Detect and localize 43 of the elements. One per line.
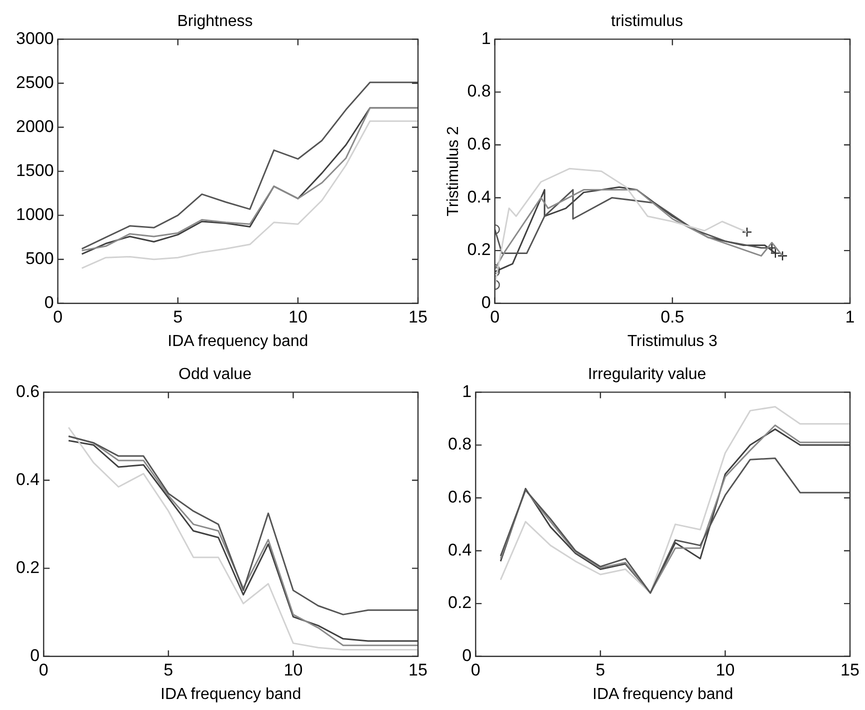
x-axis-title: IDA frequency band [592,686,734,703]
y-tick-label: 1000 [16,205,54,224]
y-tick-label: 0.4 [467,187,491,206]
x-tick-label: 5 [164,660,174,680]
y-tick-label: 0.6 [448,488,472,507]
y-tick-label: 0.2 [448,593,472,612]
y-tick-label: 0 [44,293,54,312]
x-axis-title: IDA frequency band [168,332,308,350]
x-tick-label: 15 [408,660,428,680]
y-tick-label: 1 [462,382,472,401]
x-tick-label: 10 [288,307,308,326]
y-tick-label: 1500 [16,160,54,180]
x-tick-label: 15 [840,660,860,680]
x-tick-label: 1 [845,307,855,326]
y-tick-label: 0.6 [16,382,40,401]
y-tick-label: 3000 [16,28,54,48]
chart-title: Odd value [178,366,252,384]
y-tick-label: 2000 [16,116,54,136]
chart-title: tristimulus [610,13,684,30]
x-axis-title: IDA frequency band [160,686,302,703]
x-tick-label: 0.5 [660,307,684,326]
y-tick-label: 0 [30,646,40,666]
y-tick-label: 0 [481,293,491,312]
x-tick-label: 10 [716,660,735,680]
y-tick-label: 1 [481,28,491,48]
chart-title: Irregularity value [588,366,706,384]
x-tick-label: 10 [284,660,303,680]
x-axis-title: Tristimulus 3 [627,332,718,350]
y-tick-label: 0.6 [467,134,491,154]
y-tick-label: 0 [462,646,472,666]
x-tick-label: 5 [173,307,183,326]
y-tick-label: 0.4 [448,540,472,560]
y-tick-label: 0.2 [16,558,40,578]
y-tick-label: 0.8 [467,82,491,101]
y-axis-title: Tristimulus 2 [445,126,462,216]
y-tick-label: 0.4 [16,470,40,489]
x-tick-label: 5 [596,660,606,680]
chart-title: Brightness [177,13,253,30]
y-tick-label: 0.8 [448,434,472,454]
y-tick-label: 500 [25,249,54,268]
y-tick-label: 0.2 [467,240,491,260]
y-tick-label: 2500 [16,72,54,92]
x-tick-label: 15 [408,307,428,326]
